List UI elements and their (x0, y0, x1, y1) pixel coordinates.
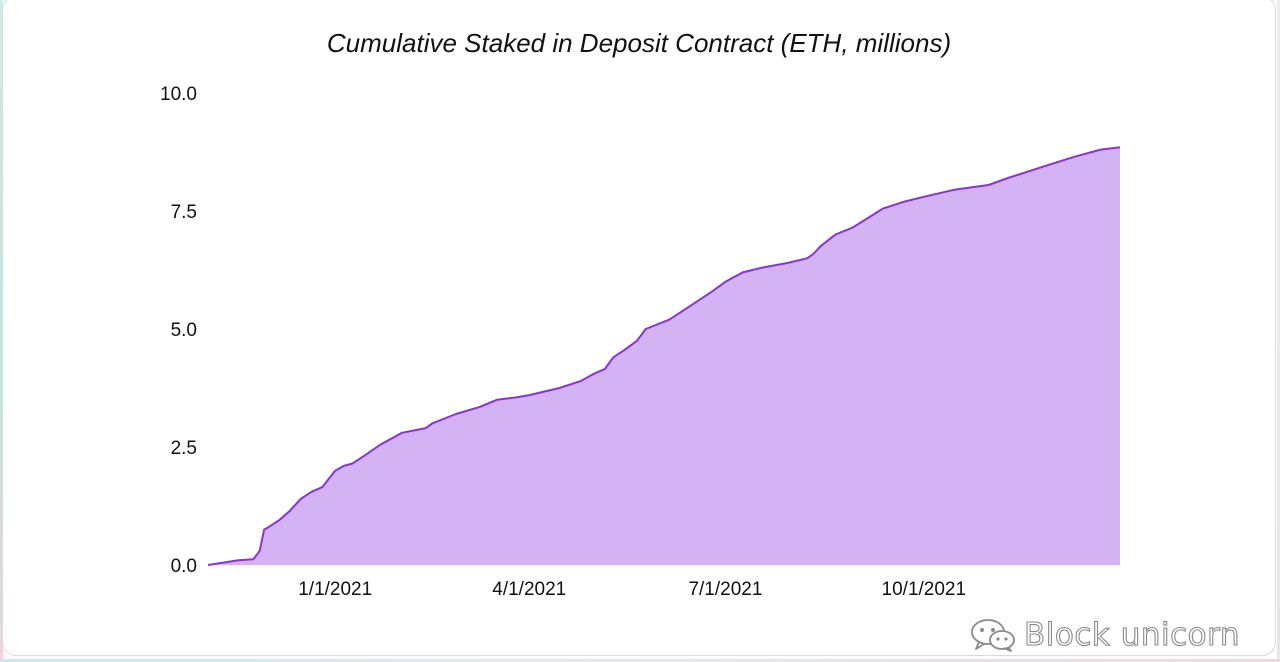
x-tick-label: 1/1/2021 (298, 579, 372, 600)
right-edge (1277, 0, 1280, 662)
wechat-icon (971, 619, 1015, 652)
y-tick-label: 0.0 (171, 556, 197, 577)
series-line (207, 146, 1121, 566)
x-tick-label: 4/1/2021 (492, 579, 566, 600)
x-tick-label: 7/1/2021 (688, 579, 762, 600)
y-tick-label: 7.5 (171, 202, 197, 223)
watermark: Block unicorn (970, 616, 1240, 654)
bottom-edge (0, 659, 1280, 662)
chart-title: Cumulative Staked in Deposit Contract (E… (327, 28, 951, 58)
area-layer (207, 146, 1121, 566)
x-axis-ticks: 1/1/2021 4/1/2021 7/1/2021 10/1/2021 (298, 579, 966, 600)
y-tick-label: 2.5 (171, 438, 197, 459)
area-fill (208, 147, 1120, 566)
y-axis-ticks: 0.0 2.5 5.0 7.5 10.0 (160, 84, 197, 577)
watermark-text: Block unicorn (1023, 616, 1240, 653)
left-edge (0, 0, 3, 662)
y-tick-label: 5.0 (171, 320, 197, 341)
y-tick-label: 10.0 (160, 84, 197, 105)
x-tick-label: 10/1/2021 (882, 579, 967, 600)
